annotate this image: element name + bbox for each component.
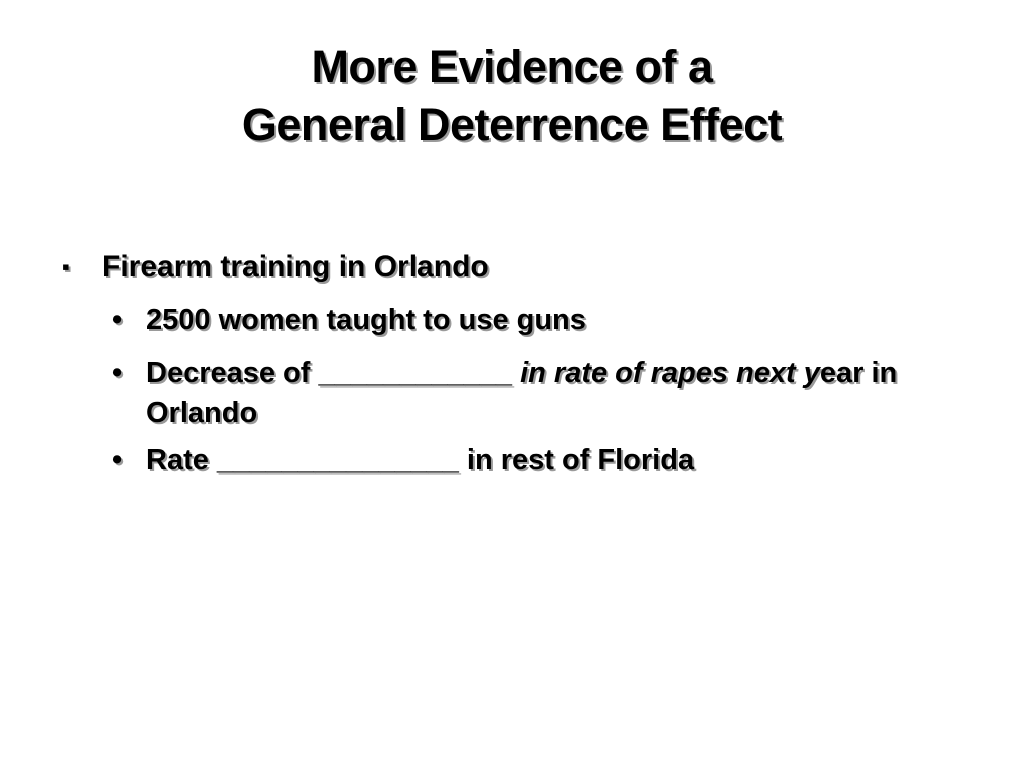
sub-bullet-2-text-part-1: Decrease of ____________ — [146, 357, 521, 389]
round-bullet-icon: • — [112, 357, 123, 389]
round-bullet-icon: • — [112, 304, 123, 336]
sub-bullet-2-text-part-3: ear in Orlando — [146, 357, 898, 429]
sub-bullet-3-text: Rate _______________ in rest of Florida — [146, 444, 695, 476]
slide-title: More Evidence of a General Deterrence Ef… — [0, 38, 1024, 154]
square-bullet-icon: ▪ — [62, 254, 70, 279]
sub-bullet-1-text: 2500 women taught to use guns — [146, 304, 586, 336]
title-line-1: More Evidence of a — [311, 41, 713, 92]
sub-bullet-2-text: Decrease of ____________ in rate of rape… — [146, 353, 936, 433]
round-bullet-icon: • — [112, 444, 123, 476]
bullet-main-text: Firearm training in Orlando — [102, 250, 489, 283]
sub-bullet-2-text-part-2: in rate of rapes next y — [520, 357, 820, 389]
title-line-2: General Deterrence Effect — [241, 99, 783, 150]
